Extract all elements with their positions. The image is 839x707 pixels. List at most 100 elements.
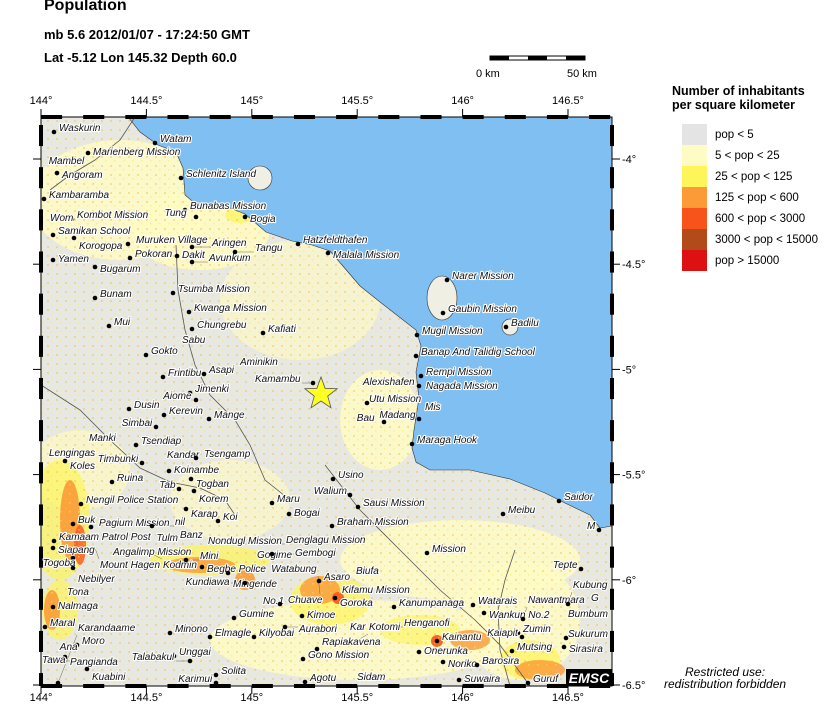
place-label: Asaro	[323, 572, 351, 583]
place-label: Gumine	[239, 609, 274, 620]
legend-item: 25 < pop < 125	[672, 166, 818, 187]
place-dot-icon	[251, 634, 257, 640]
place-marker: Chuave	[277, 594, 324, 607]
place-label: Bunabas Mission	[190, 201, 267, 212]
lon-tick-label: 145.5°	[341, 95, 373, 107]
place-marker: Gogime	[256, 549, 294, 562]
place-dot-icon	[414, 332, 420, 338]
place-marker: Moro	[74, 635, 106, 648]
place-dot-icon	[330, 476, 336, 482]
place-marker: Kodmin	[162, 559, 199, 572]
place-dot-icon	[347, 492, 353, 498]
place-marker: Tulm	[155, 532, 179, 545]
place-marker: Barosira	[474, 655, 521, 668]
place-dot-icon	[213, 680, 219, 686]
place-marker: Hatzfeldthafen	[295, 234, 369, 247]
frame-segment	[39, 546, 43, 568]
place-dot-icon	[302, 679, 308, 685]
place-label: Maraga Hook	[417, 435, 478, 446]
frame-segment	[378, 684, 400, 688]
place-dot-icon	[167, 630, 173, 636]
place-label: Goroka	[340, 598, 373, 609]
place-label: Gaubin Mission	[448, 304, 517, 315]
place-marker: Elmagle	[207, 627, 253, 640]
place-label: Kandar	[167, 450, 200, 461]
place-marker: Sabu	[181, 334, 207, 347]
frame-segment	[293, 115, 316, 119]
place-label: Mis	[425, 402, 441, 413]
place-dot-icon	[85, 150, 91, 156]
place-marker: Kubung	[565, 579, 609, 607]
place-marker: Korogopa	[71, 235, 124, 253]
place-marker: Kuabini	[84, 666, 127, 684]
lon-tick-label: 146.5°	[552, 692, 584, 704]
place-dot-icon	[70, 555, 76, 561]
place-label: Ruina	[117, 473, 144, 484]
place-label: Onerunka	[424, 646, 468, 657]
place-marker: Korem	[191, 488, 230, 506]
place-marker: Karap	[183, 506, 219, 521]
legend-label: 125 < pop < 600	[715, 191, 799, 204]
lon-tick-label: 145°	[240, 95, 263, 107]
frame-segment	[39, 209, 43, 231]
place-marker: Nagada Mission	[425, 380, 499, 393]
place-marker: Badilu	[503, 317, 540, 330]
place-dot-icon	[456, 677, 462, 683]
place-marker: Maraga Hook	[409, 434, 479, 447]
lon-tick-label: 146°	[451, 692, 474, 704]
place-dot-icon	[193, 455, 199, 461]
place-label: Braham Mission	[337, 517, 409, 528]
place-marker: Tsendiap	[133, 435, 183, 448]
place-label: Karap	[191, 509, 218, 520]
place-label: Wom	[50, 213, 73, 224]
frame-segment	[610, 673, 614, 686]
place-marker: Saidor	[556, 491, 595, 504]
place-label: Aringen	[211, 238, 247, 249]
place-dot-icon	[189, 244, 195, 250]
notice-line2: redistribution forbidden	[664, 677, 787, 691]
place-label: Nalmaga	[58, 601, 98, 612]
place-marker: Timbunki	[97, 453, 145, 466]
place-dot-icon	[199, 564, 205, 570]
lat-tick-label: -6°	[622, 575, 636, 587]
place-marker: Sirasira	[561, 643, 604, 656]
event-location: Lat -5.12 Lon 145.32 Depth 60.0	[44, 50, 237, 65]
place-label: Tung	[165, 208, 187, 219]
place-marker: Kar	[349, 621, 367, 634]
frame-segment	[610, 462, 614, 484]
frame-segment	[610, 251, 614, 273]
lat-tick-label: -5.5°	[622, 470, 645, 482]
place-label: Mount Hagen	[100, 560, 160, 571]
place-dot-icon	[310, 380, 316, 386]
place-label: Bunam	[100, 289, 132, 300]
place-label: Badilu	[511, 318, 539, 329]
place-dot-icon	[215, 518, 221, 524]
place-dot-icon	[70, 565, 76, 571]
place-marker: Goroka	[332, 595, 374, 610]
scale-end-label: 50 km	[567, 68, 597, 80]
place-label: Buk	[78, 515, 96, 526]
place-marker: Guruf	[525, 673, 560, 686]
place-marker: Onerunka	[416, 645, 469, 658]
place-label: Karandaame	[78, 623, 136, 634]
frame-segment	[39, 673, 43, 686]
frame-segment	[39, 377, 43, 400]
place-marker: Biufa	[355, 565, 380, 578]
place-label: Meibu	[508, 505, 536, 516]
place-dot-icon	[201, 371, 207, 377]
frame-segment	[39, 167, 43, 189]
frame-segment	[589, 684, 611, 688]
place-marker: Nebilyer	[70, 565, 116, 586]
place-dot-icon	[143, 352, 149, 358]
place-dot-icon	[189, 259, 195, 265]
rivers-and-borders	[41, 117, 531, 686]
place-dot-icon	[55, 680, 61, 686]
frame-segment	[167, 115, 189, 119]
place-label: Bugarum	[100, 264, 141, 275]
place-label: Timbunki	[98, 454, 139, 465]
place-dot-icon	[416, 649, 422, 655]
place-marker: Aurabori	[282, 623, 339, 636]
place-dot-icon	[418, 373, 424, 379]
place-label: Avunkum	[208, 253, 251, 264]
place-marker: Manki	[88, 432, 118, 445]
